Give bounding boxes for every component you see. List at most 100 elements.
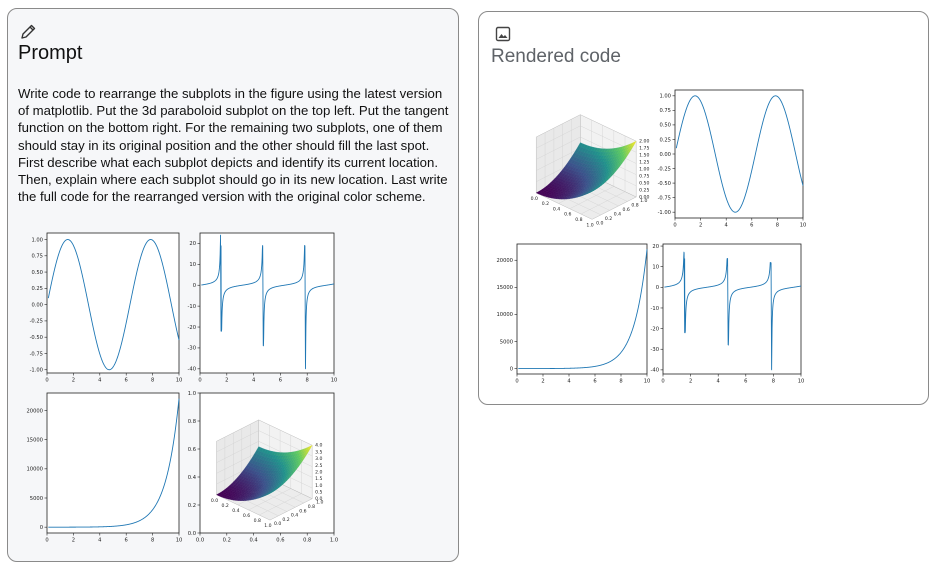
grid-line: [569, 186, 614, 209]
prompt-sine-plot: 0 2 4 6 8 10 -1.00 -0.75 -0.50 -0.25 0.00 0.25 0.50 0…: [30, 232, 182, 384]
x-tick-label: 0: [45, 378, 48, 384]
y-tick-label: 0.6: [623, 207, 630, 213]
y-tick-label: 10: [652, 264, 659, 270]
x-tick-label: 0.0: [196, 538, 204, 544]
y-tick-label: 0.25: [31, 286, 43, 292]
z-tick-label: 1.25: [639, 160, 649, 166]
x-tick-label: 10: [331, 378, 338, 384]
y-tick-label: -20: [651, 326, 659, 332]
z-tick-label: 3.0: [315, 456, 322, 462]
y-tick-label: -0.25: [30, 319, 43, 325]
y-tick-label: -10: [651, 306, 659, 312]
x-tick-label: 4: [98, 378, 102, 384]
y-tick-label: 0.8: [308, 504, 315, 510]
y-tick-label: 0: [193, 283, 196, 289]
y-tick-label: 0.00: [31, 302, 43, 308]
x-tick-label: 0.2: [222, 503, 229, 509]
x-tick-label: 0.6: [564, 212, 571, 218]
y-tick-label: 10000: [26, 467, 43, 473]
x-tick-label: 0.6: [243, 513, 250, 519]
x-tick-label: 0.4: [553, 206, 560, 212]
y-tick-label: 0.25: [659, 137, 671, 143]
x-tick-label: 4: [252, 378, 256, 384]
y-tick-label: 0.0: [188, 531, 196, 537]
y-tick-label: 20000: [26, 408, 43, 414]
x-tick-label: 0: [45, 538, 48, 544]
x-tick-label: 10: [176, 378, 182, 384]
grid-line: [536, 148, 581, 171]
y-tick-label: -0.50: [30, 335, 43, 341]
x-tick-label: 0.8: [575, 217, 582, 223]
x-tick-label: 10: [800, 223, 807, 229]
x-tick-label: 0: [661, 379, 664, 385]
x-tick-label: 4: [717, 379, 721, 385]
x-tick-label: 8: [619, 379, 622, 385]
y-tick-label: 1.00: [659, 94, 671, 100]
x-tick-label: 2: [541, 379, 544, 385]
pencil-icon: [21, 24, 36, 39]
rendered-title: Rendered code: [491, 46, 621, 67]
y-tick-label: 20: [189, 241, 196, 247]
y-tick-label: 0.6: [188, 447, 196, 453]
rendered-tan-plot: 0 2 4 6 8 10 -40 -30 -20 -10 0 10 20: [651, 243, 804, 385]
y-tick-label: -10: [188, 304, 196, 310]
x-tick-label: 2: [689, 379, 692, 385]
y-tick-label: -20: [188, 325, 196, 331]
rendered-sine-plot: 0 2 4 6 8 10 -1.00 -0.75 -0.50 -0.25 0.00 0.25 0.50 0…: [658, 89, 807, 229]
y-tick-label: 5000: [500, 339, 513, 345]
x-tick-label: 6: [593, 379, 596, 385]
x-tick-label: 8: [306, 378, 309, 384]
y-tick-label: -0.75: [658, 195, 671, 201]
rendered-card: Rendered code 0.0 0.2 0.4 0.6 0.8 1.0 0.0 0.2 0.…: [478, 11, 929, 405]
y-tick-label: 0.75: [31, 254, 43, 260]
y-tick-label: -0.50: [658, 181, 671, 187]
y-tick-label: -30: [188, 346, 196, 352]
z-tick-label: 1.5: [315, 476, 322, 482]
grid-line: [216, 451, 259, 474]
y-tick-label: 0.2: [282, 517, 289, 523]
x-tick-label: 8: [772, 379, 775, 385]
x-tick-label: 1.0: [264, 523, 271, 529]
y-tick-label: 15000: [26, 437, 43, 443]
x-tick-label: 0: [673, 223, 676, 229]
x-tick-label: 0: [198, 378, 201, 384]
y-tick-label: 0.50: [659, 123, 671, 129]
y-tick-label: 10: [189, 262, 196, 268]
x-tick-label: 2: [72, 378, 75, 384]
x-tick-label: 2: [699, 223, 702, 229]
rendered-exp-plot: 0 2 4 6 8 10 0 5000 10000 15000 20000: [496, 243, 650, 385]
y-tick-label: 0.8: [631, 202, 638, 208]
prompt-card: Prompt Write code to rearrange the subpl…: [7, 8, 459, 562]
x-tick-label: 2: [72, 538, 75, 544]
y-tick-label: -40: [188, 367, 196, 373]
y-tick-label: -1.00: [30, 368, 43, 374]
y-tick-label: -0.25: [658, 166, 671, 172]
series-line: [518, 249, 648, 370]
grid-line: [248, 488, 291, 511]
x-tick-label: 0.2: [542, 201, 549, 207]
y-tick-label: 1.0: [188, 391, 196, 397]
x-tick-label: 0.4: [249, 538, 258, 544]
plot-frame: [46, 232, 180, 374]
series-line: [675, 95, 804, 213]
x-tick-label: 0.0: [211, 498, 218, 504]
series-line: [48, 398, 180, 528]
x-tick-label: 4: [98, 538, 102, 544]
y-tick-label: 10000: [496, 312, 513, 318]
z-tick-label: 0.5: [315, 490, 322, 496]
z-tick-label: 2.00: [639, 139, 649, 145]
z-tick-label: 0.25: [639, 188, 649, 194]
x-tick-label: 8: [776, 223, 779, 229]
y-tick-label: 0: [656, 285, 659, 291]
plot-frame: [516, 243, 648, 375]
y-tick-label: 15000: [496, 285, 513, 291]
x-tick-label: 1.0: [586, 222, 593, 228]
y-tick-label: 0.4: [188, 475, 197, 481]
y-tick-label: 5000: [30, 496, 43, 502]
z-tick-label: 2.0: [315, 469, 322, 475]
y-tick-label: -0.75: [30, 351, 43, 357]
image-icon: [495, 26, 511, 42]
x-tick-label: 2: [225, 378, 228, 384]
series-line: [47, 239, 180, 371]
x-tick-label: 6: [750, 223, 753, 229]
